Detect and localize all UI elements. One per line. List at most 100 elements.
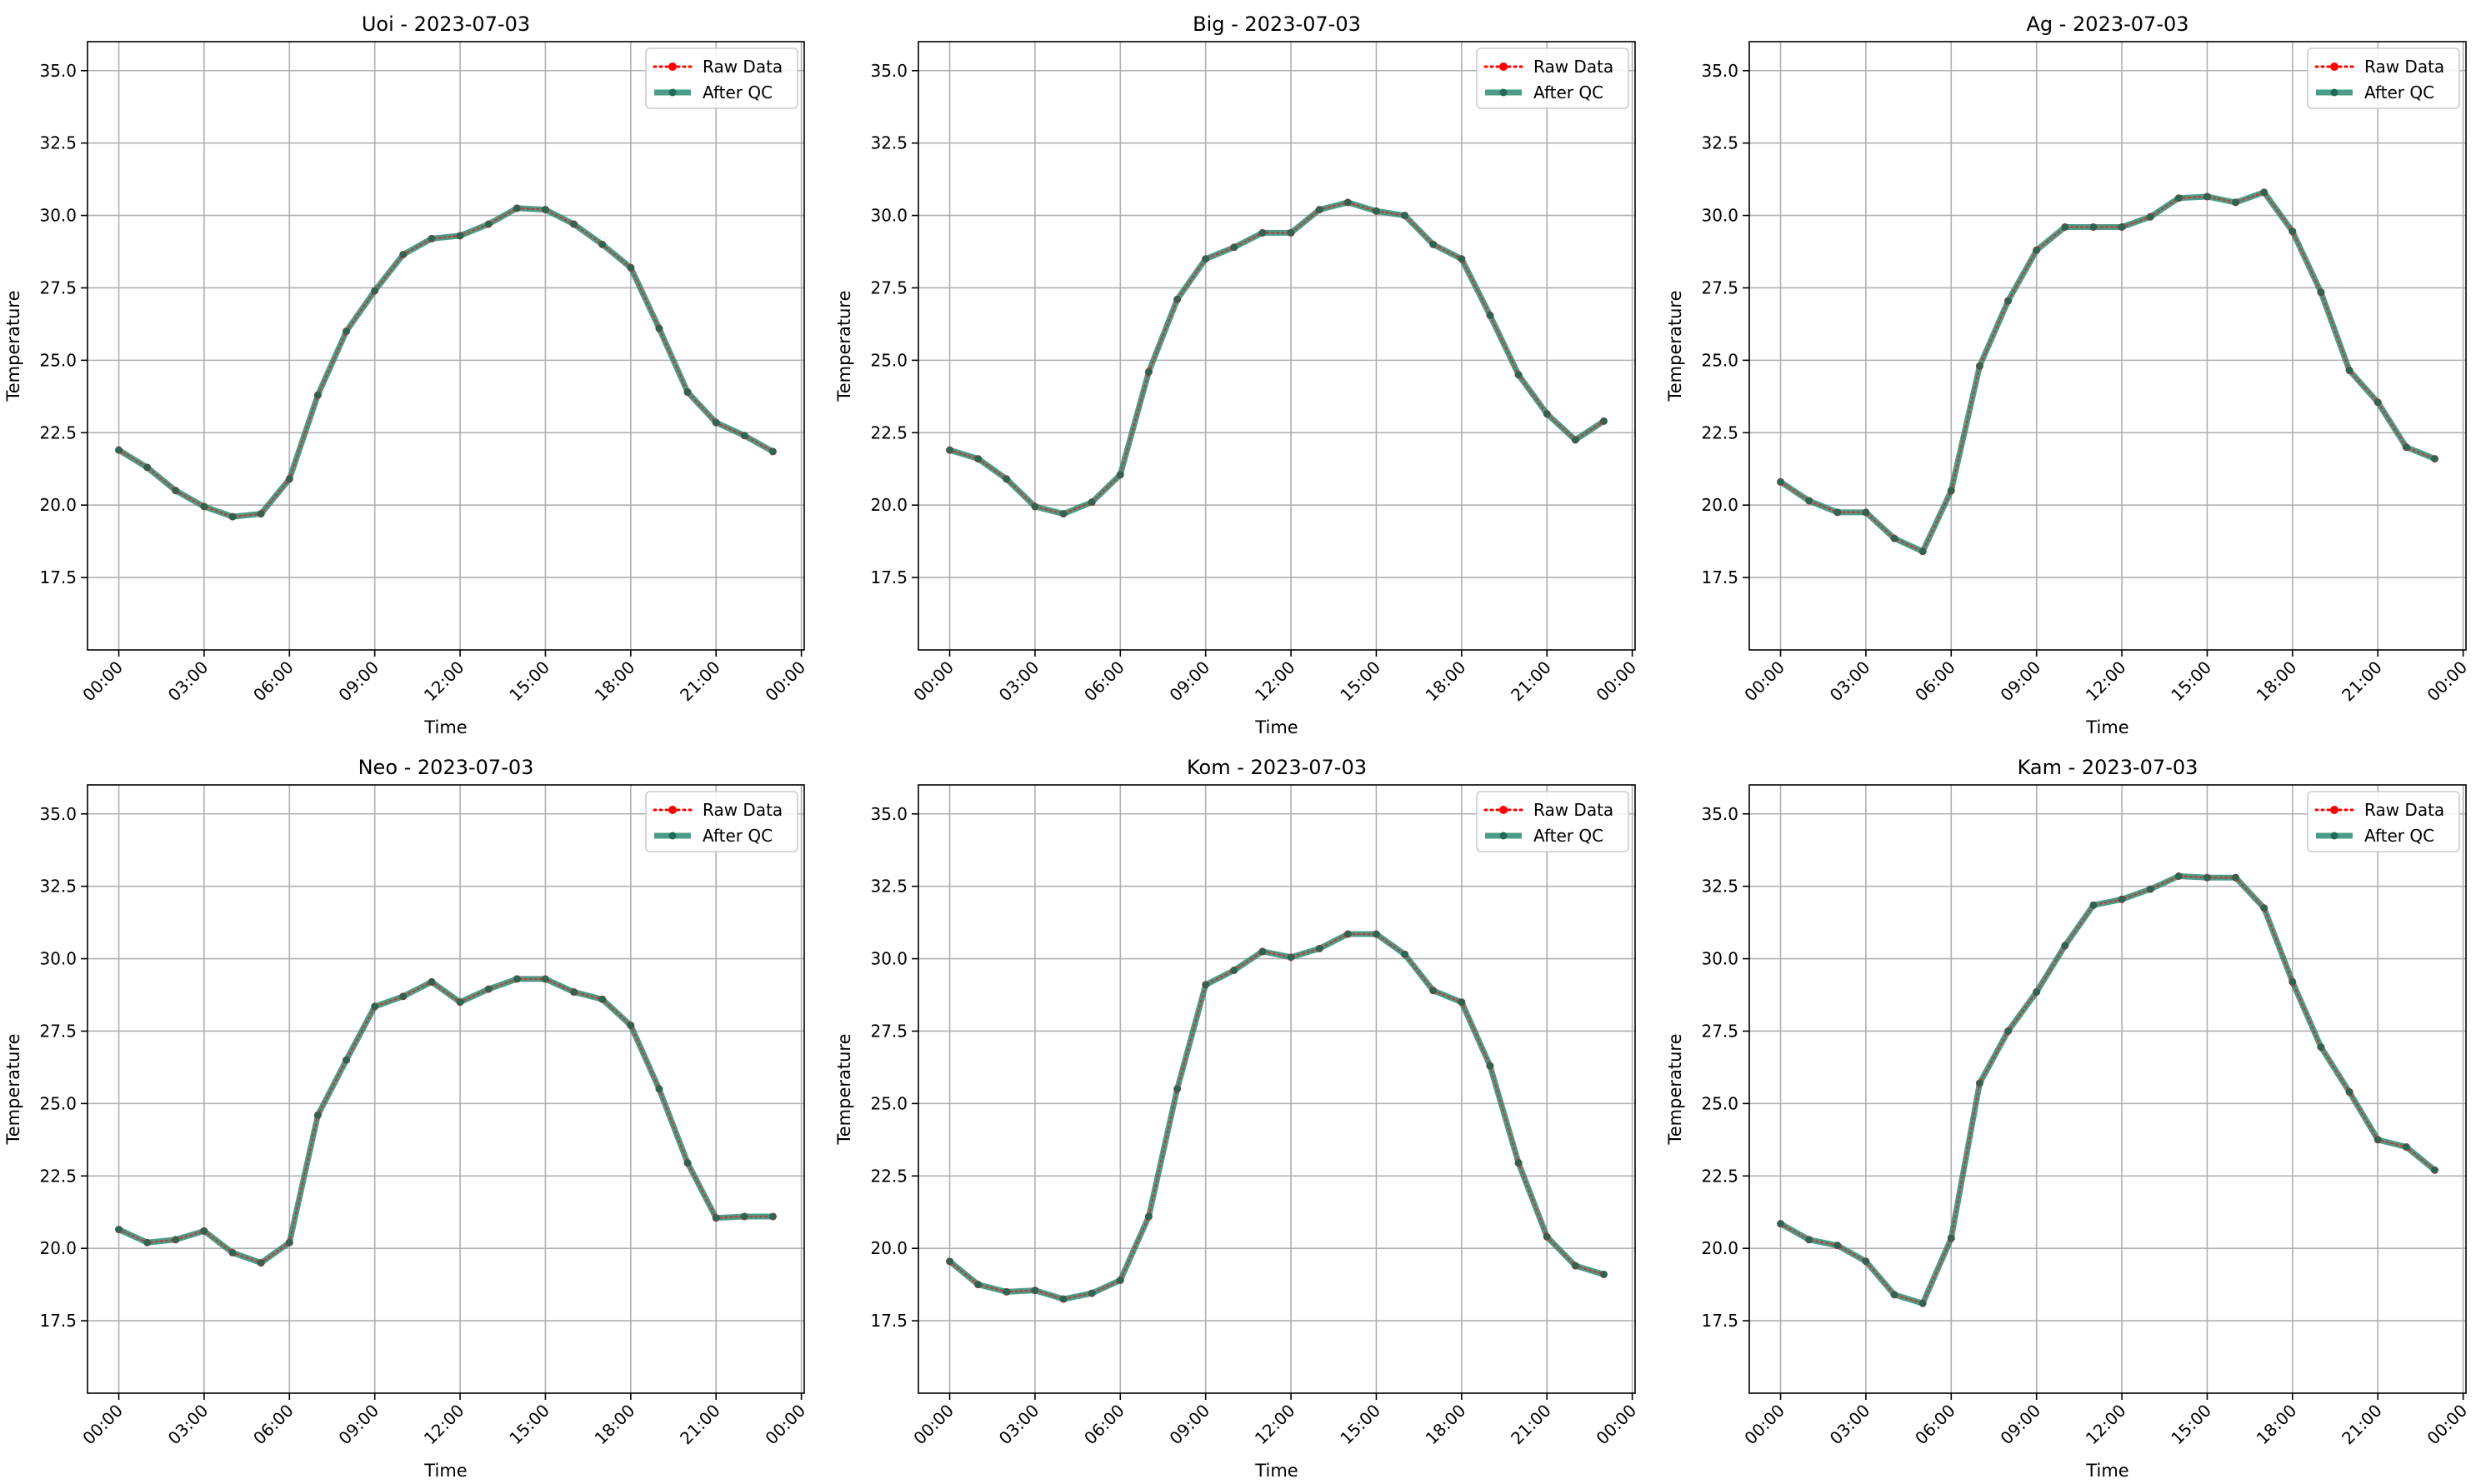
after-qc-point bbox=[542, 206, 549, 213]
after-qc-point bbox=[1230, 967, 1238, 974]
after-qc-point bbox=[683, 1159, 692, 1167]
x-tick-label: 00:00 bbox=[1740, 1401, 1788, 1449]
chart-panel: 00:00 03:00 06:00 09:00 12:00 15:00 18:00 21:00… bbox=[834, 12, 1640, 737]
after-qc-point bbox=[946, 446, 953, 454]
legend-label-after-qc: After QC bbox=[2364, 82, 2434, 102]
x-tick-label: 21:00 bbox=[676, 1401, 724, 1449]
after-qc-point bbox=[1833, 1242, 1841, 1249]
after-qc-point bbox=[1059, 510, 1068, 517]
y-axis-label: Temperature bbox=[1665, 290, 1685, 402]
after-qc-point bbox=[200, 1227, 208, 1235]
x-tick-label: 06:00 bbox=[1911, 1401, 1959, 1449]
legend-label-raw-data: Raw Data bbox=[2364, 57, 2444, 77]
after-qc-point bbox=[343, 1057, 350, 1064]
after-qc-point bbox=[314, 1112, 322, 1119]
x-tick-label: 21:00 bbox=[2338, 657, 2386, 706]
x-tick-label: 15:00 bbox=[1336, 1401, 1384, 1449]
x-tick-label: 06:00 bbox=[1080, 1401, 1128, 1449]
after-qc-point bbox=[1833, 508, 1841, 517]
y-tick-label: 32.5 bbox=[39, 877, 77, 897]
axes-frame bbox=[918, 41, 1636, 651]
after-qc-point bbox=[1287, 953, 1295, 962]
y-tick-label: 32.5 bbox=[870, 133, 908, 153]
after-qc-point bbox=[2374, 398, 2382, 406]
after-qc-point bbox=[1777, 1220, 1784, 1227]
after-qc-point bbox=[655, 1085, 663, 1093]
legend-label-after-qc: After QC bbox=[2364, 826, 2434, 846]
after-qc-point bbox=[143, 463, 151, 472]
after-qc-point bbox=[2317, 1043, 2325, 1051]
x-tick-label: 21:00 bbox=[2338, 1401, 2386, 1449]
after-qc-point bbox=[1918, 1300, 1927, 1307]
legend-marker-raw-data bbox=[668, 62, 677, 71]
series-line-after-qc bbox=[947, 199, 1607, 517]
after-qc-point bbox=[1373, 930, 1380, 938]
after-qc-point bbox=[1805, 497, 1813, 505]
legend-marker-raw-data bbox=[2330, 806, 2338, 814]
y-tick-label: 22.5 bbox=[39, 422, 77, 442]
chart-panel: 00:00 03:00 06:00 09:00 12:00 15:00 18:00 21:00… bbox=[1665, 12, 2471, 737]
after-qc-point bbox=[1514, 371, 1523, 378]
x-tick-label: 03:00 bbox=[1826, 1401, 1874, 1449]
after-qc-point bbox=[286, 1239, 293, 1247]
after-qc-point bbox=[1572, 436, 1579, 444]
after-qc-point bbox=[2033, 988, 2040, 996]
x-tick-label: 00:00 bbox=[1592, 657, 1640, 706]
after-qc-point bbox=[1429, 987, 1437, 995]
after-qc-point bbox=[2118, 223, 2126, 231]
after-qc-point bbox=[570, 988, 578, 996]
after-qc-point bbox=[1890, 1291, 1898, 1299]
x-tick-label: 00:00 bbox=[761, 657, 809, 706]
x-tick-label: 09:00 bbox=[334, 657, 383, 706]
after-qc-point bbox=[713, 1214, 720, 1222]
after-qc-point bbox=[1976, 1079, 1983, 1087]
x-tick-label: 12:00 bbox=[420, 657, 468, 706]
after-qc-point bbox=[627, 263, 635, 272]
after-qc-point bbox=[2431, 455, 2438, 462]
after-qc-point bbox=[1117, 471, 1124, 478]
after-qc-point bbox=[257, 1259, 265, 1267]
after-qc-point bbox=[1059, 1295, 1068, 1303]
y-tick-label: 25.0 bbox=[1701, 1093, 1738, 1113]
after-qc-point bbox=[1088, 498, 1096, 506]
after-qc-point bbox=[143, 1239, 151, 1247]
after-qc-point bbox=[1777, 478, 1784, 486]
after-qc-point bbox=[2232, 198, 2239, 207]
y-tick-label: 20.0 bbox=[1701, 495, 1738, 515]
after-qc-point bbox=[1344, 930, 1352, 938]
after-qc-point bbox=[2089, 223, 2098, 231]
legend-marker-after-qc bbox=[1499, 832, 1508, 840]
y-tick-label: 17.5 bbox=[1701, 567, 1738, 587]
legend-label-raw-data: Raw Data bbox=[2364, 800, 2444, 820]
after-qc-point bbox=[570, 220, 578, 228]
after-qc-point bbox=[1258, 947, 1267, 956]
y-tick-label: 22.5 bbox=[870, 422, 908, 442]
series-line-raw-data bbox=[1779, 191, 2436, 553]
after-qc-point bbox=[2260, 188, 2268, 196]
after-qc-point bbox=[228, 512, 237, 521]
after-qc-point bbox=[513, 204, 521, 212]
after-qc-point bbox=[1031, 1287, 1039, 1294]
x-tick-label: 21:00 bbox=[1507, 657, 1555, 706]
after-qc-point bbox=[456, 232, 464, 240]
after-qc-point bbox=[2345, 1088, 2353, 1096]
after-qc-point bbox=[2175, 194, 2183, 202]
after-qc-point bbox=[1805, 1236, 1813, 1243]
after-qc-point bbox=[1572, 1262, 1579, 1270]
x-axis-label: Time bbox=[423, 1461, 467, 1481]
x-tick-label: 15:00 bbox=[505, 657, 553, 706]
legend-marker-after-qc bbox=[2330, 832, 2338, 840]
legend: Raw Data After QC bbox=[1476, 47, 1629, 109]
y-tick-label: 30.0 bbox=[870, 949, 908, 969]
x-tick-label: 00:00 bbox=[2423, 1401, 2471, 1449]
after-qc-point bbox=[1458, 255, 1466, 262]
chart-title: Uoi - 2023-07-03 bbox=[362, 12, 530, 36]
y-axis-label: Temperature bbox=[834, 290, 854, 402]
y-tick-label: 17.5 bbox=[39, 1311, 77, 1331]
after-qc-point bbox=[1315, 945, 1323, 952]
after-qc-point bbox=[2146, 885, 2154, 893]
after-qc-point bbox=[314, 391, 322, 399]
y-tick-label: 22.5 bbox=[870, 1166, 908, 1186]
after-qc-point bbox=[974, 1281, 982, 1288]
